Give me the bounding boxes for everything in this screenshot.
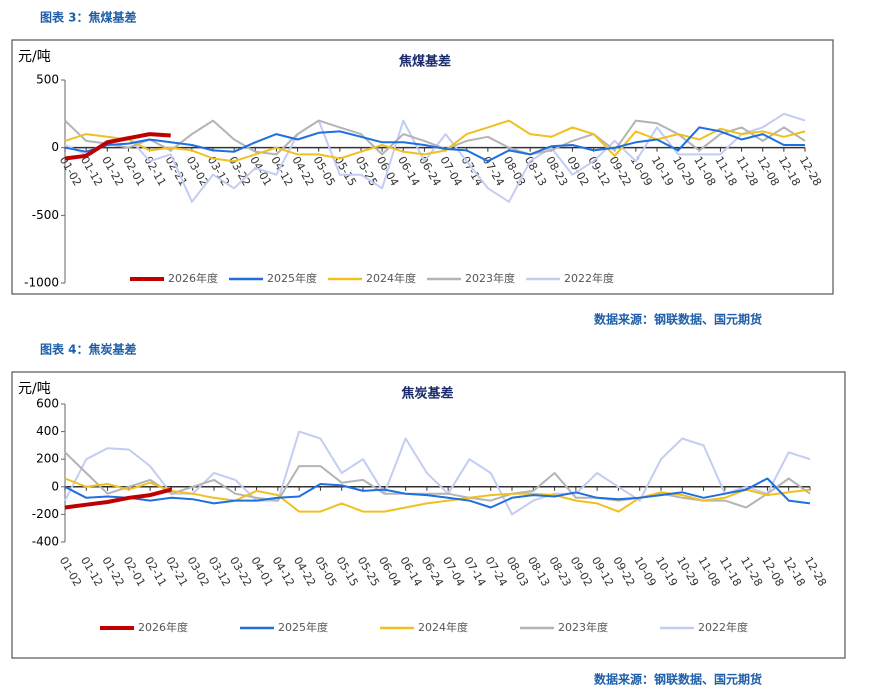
legend-label: 2023年度 <box>465 271 515 285</box>
chart-frame <box>11 39 834 295</box>
y-tick-label: 0 <box>51 140 59 154</box>
y-tick-label: -200 <box>32 507 59 521</box>
series-line <box>64 451 811 509</box>
legend-label: 2023年度 <box>558 620 608 634</box>
series-line <box>64 477 811 513</box>
series-line <box>64 477 811 509</box>
legend-label: 2024年度 <box>418 620 468 634</box>
series-line <box>64 126 805 163</box>
legend-label: 2025年度 <box>267 271 317 285</box>
legend-label: 2025年度 <box>278 620 328 634</box>
y-axis-label: 元/吨 <box>18 49 51 65</box>
caption: 图表 4：焦炭基差 <box>40 342 137 357</box>
source: 数据来源：钢联数据、国元期货 <box>594 672 762 687</box>
series-line <box>64 119 806 163</box>
y-tick-label: 0 <box>51 479 59 493</box>
y-tick-label: -400 <box>32 535 59 549</box>
series-line <box>64 132 171 161</box>
y-tick-label: 200 <box>36 452 59 466</box>
legend-label: 2026年度 <box>168 271 218 285</box>
caption: 图表 3：焦煤基差 <box>40 10 137 25</box>
source: 数据来源：钢联数据、国元期货 <box>594 312 762 327</box>
chart-title: 焦炭基差 <box>400 386 453 402</box>
y-tick-label: 600 <box>36 397 59 411</box>
legend-label: 2022年度 <box>564 271 614 285</box>
y-axis-label: 元/吨 <box>18 381 51 397</box>
y-tick-label: 400 <box>36 424 59 438</box>
chart-title: 焦煤基差 <box>398 54 451 70</box>
series-line <box>64 487 172 510</box>
y-tick-label: -1000 <box>24 276 59 290</box>
legend-label: 2026年度 <box>138 620 188 634</box>
y-tick-label: -500 <box>32 208 59 222</box>
legend-label: 2024年度 <box>366 271 416 285</box>
series-line <box>64 119 806 156</box>
legend-label: 2022年度 <box>698 620 748 634</box>
y-tick-label: 500 <box>36 73 59 87</box>
chart-frame <box>11 371 846 659</box>
